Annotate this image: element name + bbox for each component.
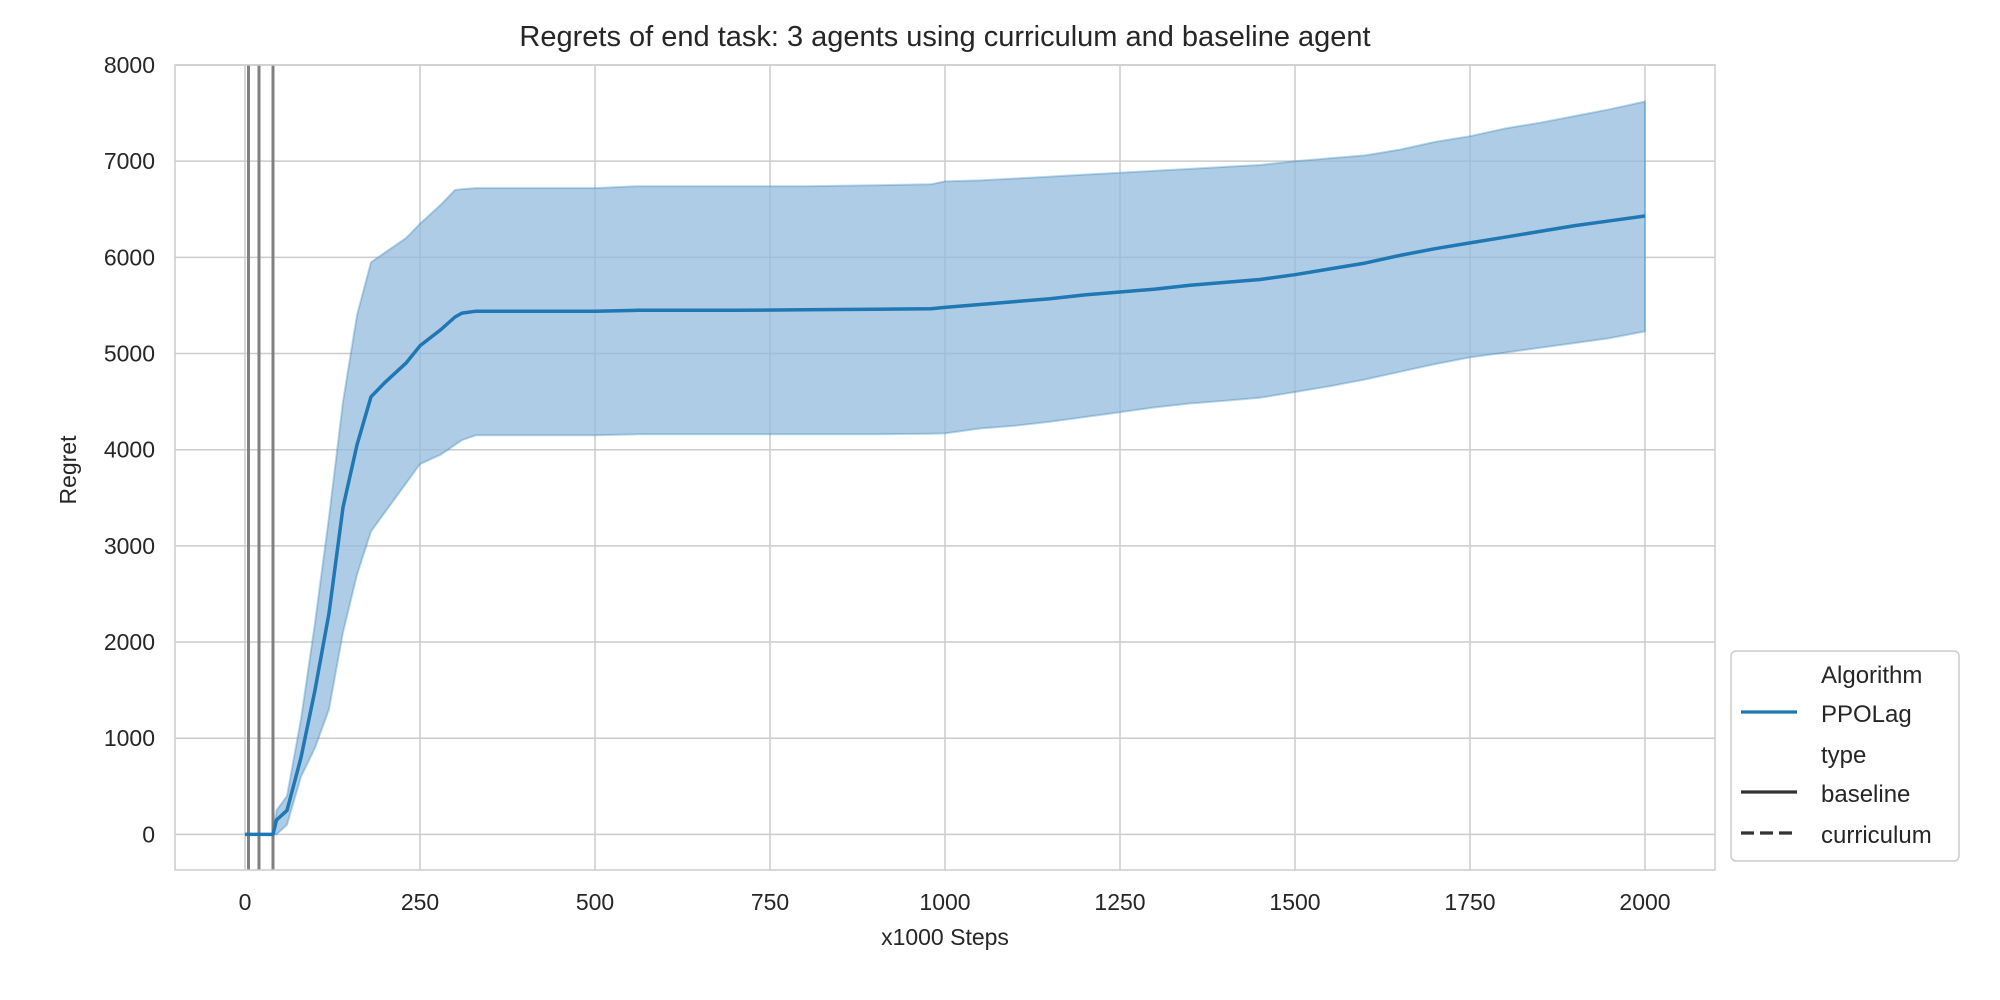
y-tick-label: 6000 — [104, 244, 155, 270]
x-tick-label: 0 — [239, 889, 252, 915]
legend-header-type: type — [1821, 742, 1866, 769]
vertical-markers — [247, 65, 275, 870]
y-axis-label: Regret — [55, 435, 81, 505]
x-tick-label: 250 — [401, 889, 439, 915]
y-tick-label: 5000 — [104, 341, 155, 367]
x-tick-label: 1750 — [1444, 889, 1495, 915]
chart-title: Regrets of end task: 3 agents using curr… — [519, 21, 1370, 53]
x-tick-label: 500 — [576, 889, 614, 915]
y-tick-labels: 0 1000 2000 3000 4000 5000 6000 7000 8000 — [104, 52, 155, 847]
x-tick-label: 1500 — [1269, 889, 1320, 915]
x-tick-label: 1000 — [919, 889, 970, 915]
y-tick-label: 8000 — [104, 52, 155, 78]
series-line — [245, 214, 1646, 837]
y-tick-label: 0 — [142, 821, 155, 847]
x-axis-label: x1000 Steps — [881, 924, 1009, 950]
x-tick-label: 1250 — [1094, 889, 1145, 915]
legend-box — [1730, 650, 1960, 862]
y-tick-label: 3000 — [104, 533, 155, 559]
legend-label-curriculum: curriculum — [1821, 822, 1932, 849]
legend-label-baseline: baseline — [1821, 781, 1910, 808]
legend-header-algorithm: Algorithm — [1821, 662, 1922, 689]
x-tick-label: 2000 — [1619, 889, 1670, 915]
y-tick-label: 4000 — [104, 437, 155, 463]
y-tick-label: 7000 — [104, 148, 155, 174]
legend-label-ppolag: PPOLag — [1821, 701, 1912, 728]
x-tick-label: 750 — [751, 889, 789, 915]
y-tick-label: 2000 — [104, 629, 155, 655]
plot-frame — [174, 64, 1716, 871]
legend: Algorithm PPOLag type baseline curriculu… — [1730, 650, 1960, 862]
series-lines — [245, 214, 1646, 837]
x-tick-labels: 0 250 500 750 1000 1250 1500 1750 2000 — [239, 889, 1671, 915]
y-tick-label: 1000 — [104, 725, 155, 751]
